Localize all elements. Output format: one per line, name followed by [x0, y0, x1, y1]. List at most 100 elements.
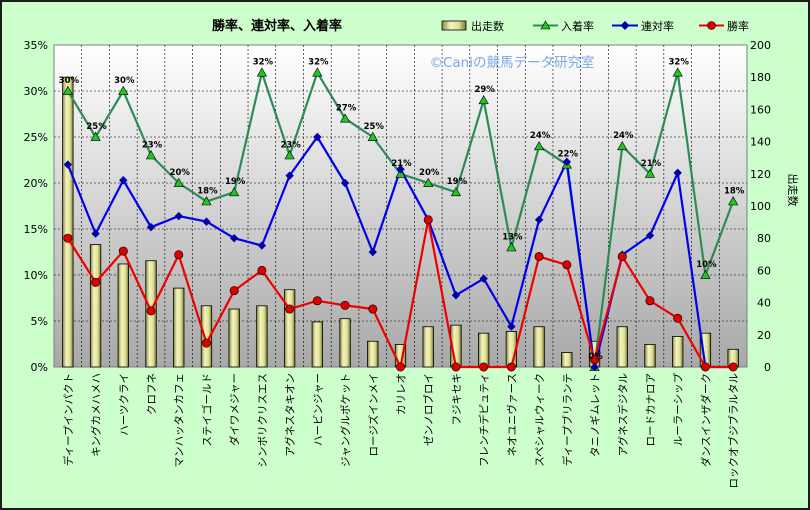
point-marker [590, 355, 600, 365]
point-marker [728, 196, 739, 206]
data-label: 32% [308, 58, 329, 68]
point-marker [118, 85, 129, 95]
point-marker [257, 241, 267, 250]
category-label: ネオユニヴァース [505, 373, 518, 456]
right-tick-label: 40 [757, 297, 771, 310]
data-label: 30% [59, 76, 80, 86]
category-label: ロードカナロア [645, 373, 657, 447]
right-axis-label: 出走数 [786, 174, 800, 207]
point-marker [451, 291, 461, 300]
point-marker [229, 186, 240, 197]
bar-starts [616, 326, 628, 368]
data-label: 22% [558, 150, 579, 160]
chart-title: 勝率、連対率、入着率 [212, 18, 342, 34]
point-marker [617, 140, 628, 151]
point-marker [451, 362, 461, 372]
point-marker [423, 215, 433, 225]
data-label: 10% [696, 260, 717, 270]
category-label: タニノギムレット [590, 373, 602, 457]
legend-label-win: 勝率 [727, 19, 749, 33]
bar-starts [117, 263, 129, 368]
point-marker [396, 165, 405, 174]
bar-starts [173, 287, 185, 368]
point-marker [367, 131, 378, 141]
right-tick-label: 200 [750, 39, 771, 52]
data-labels-place: 30% 25% 30% 23% 20% 18% 19% 32% 23% 32% 27% 25% 21% 2… [59, 58, 745, 362]
point-marker [478, 94, 489, 105]
category-label: ディープインパクト [62, 373, 75, 466]
legend-marker-top2 [620, 21, 630, 30]
bar-starts [644, 344, 656, 368]
category-label: ディープブリランテ [561, 373, 574, 466]
left-tick-label: 25% [24, 131, 48, 144]
data-label: 19% [447, 177, 468, 187]
point-marker [285, 171, 294, 180]
left-axis-ticks: 0% 5% 10% 15% 20% 25% 30% 35% [24, 39, 48, 374]
point-marker [146, 306, 156, 316]
point-marker [340, 300, 350, 310]
legend-swatch-starts [441, 20, 467, 31]
point-marker [534, 252, 544, 262]
category-label: シンボリクリスエス [257, 373, 269, 468]
data-label: 24% [613, 131, 634, 141]
point-marker [256, 67, 268, 77]
point-marker [533, 140, 545, 151]
data-label: 20% [170, 168, 191, 178]
point-marker [340, 178, 350, 188]
category-label: ジャングルポケット [339, 373, 352, 467]
point-marker [562, 260, 572, 270]
right-tick-label: 100 [750, 200, 771, 213]
right-tick-label: 0 [764, 361, 771, 374]
point-marker [645, 231, 655, 240]
category-label: キングカメハメハ [90, 373, 103, 457]
point-marker [201, 338, 211, 348]
data-label: 20% [419, 168, 440, 178]
category-label: カリレオ [396, 373, 408, 415]
point-marker [201, 196, 212, 206]
point-marker [118, 246, 128, 256]
point-marker [174, 211, 183, 221]
data-label: 23% [142, 140, 163, 150]
left-tick-label: 35% [24, 39, 48, 52]
right-tick-label: 140 [750, 136, 771, 149]
point-marker [673, 313, 683, 323]
right-tick-label: 80 [757, 232, 771, 245]
bar-starts [339, 318, 351, 368]
point-marker [313, 132, 322, 142]
left-tick-label: 5% [31, 315, 48, 328]
point-marker [257, 265, 267, 275]
left-tick-label: 0% [31, 361, 48, 374]
point-marker [146, 222, 156, 232]
point-marker [63, 160, 73, 169]
legend: 出走数 入着率 連対率 勝率 [441, 19, 749, 33]
category-label: スペシャルウィーク [534, 373, 546, 467]
data-label: 25% [364, 122, 385, 132]
point-marker [644, 168, 656, 178]
point-marker [91, 277, 101, 287]
point-marker [62, 85, 73, 95]
point-marker [91, 229, 100, 238]
category-label: マンハッタンカフェ [174, 373, 186, 468]
data-label: 18% [724, 186, 745, 196]
bar-starts [561, 352, 573, 368]
category-label: アグネスデジタル [616, 373, 629, 456]
point-marker [173, 177, 184, 187]
bar-starts [311, 321, 323, 368]
category-label: ダイワメジャー [228, 373, 241, 446]
data-label: 27% [336, 104, 357, 114]
data-label: 13% [502, 232, 523, 242]
point-marker [562, 157, 572, 167]
series-markers [62, 67, 739, 372]
right-axis-ticks: 0 20 40 60 80 100 120 140 160 180 200 [750, 39, 771, 374]
bar-starts [228, 308, 240, 368]
category-labels: ディープインパクト キングカメハメハ ハーツクライ クロフネ マンハッタンカフェ ステイゴ… [62, 373, 740, 489]
legend-item-top2: 連対率 [612, 19, 674, 33]
category-label: ステイゴールド [201, 373, 214, 447]
bar-starts [478, 332, 490, 368]
category-label: フレンチデピュティ [478, 373, 491, 467]
legend-marker-win [707, 21, 716, 30]
data-label: 25% [86, 122, 107, 132]
category-label: ロージズインメイ [367, 373, 380, 456]
